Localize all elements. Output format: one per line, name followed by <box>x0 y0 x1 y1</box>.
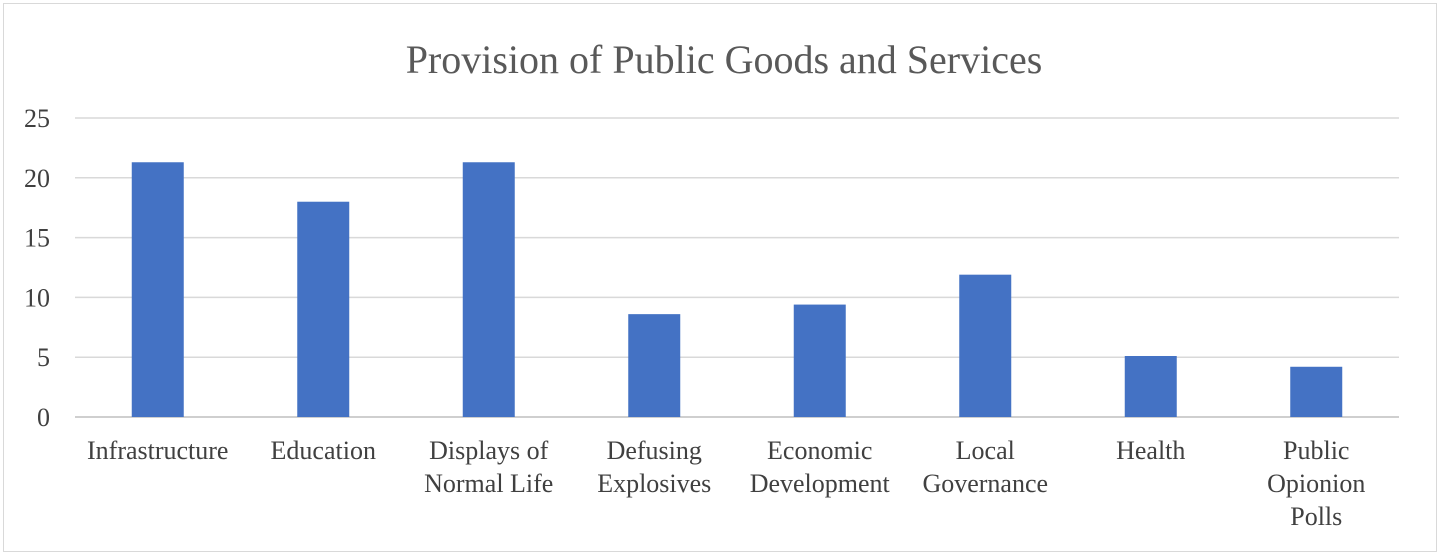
y-tick-label: 10 <box>24 283 50 312</box>
y-tick-label: 20 <box>24 164 50 193</box>
bar <box>462 162 515 417</box>
bar <box>1290 366 1343 417</box>
y-tick-label: 15 <box>24 224 50 253</box>
y-axis-tick-labels: 0 5 10 15 20 25 <box>24 104 50 432</box>
x-category-label: Economic Development <box>750 436 891 498</box>
bar <box>959 274 1012 417</box>
bar <box>628 314 681 417</box>
chart-title: Provision of Public Goods and Services <box>406 37 1043 82</box>
bar <box>793 304 846 417</box>
x-category-label: Defusing Explosives <box>597 436 711 498</box>
x-axis-category-labels: Infrastructure Education Displays of Normal… <box>87 436 1365 531</box>
x-category-label: Displays of Normal Life <box>424 436 553 498</box>
bars <box>131 162 1343 417</box>
x-category-label: Local Governance <box>922 436 1048 498</box>
bar <box>1124 356 1177 417</box>
x-category-label: Health <box>1116 436 1185 465</box>
chart-frame: Provision of Public Goods and Services 0… <box>3 3 1437 552</box>
bar <box>131 162 184 417</box>
x-category-label: Public Opionion Polls <box>1267 436 1365 531</box>
y-tick-label: 25 <box>24 104 50 133</box>
bar-chart: Provision of Public Goods and Services 0… <box>24 37 1399 531</box>
y-tick-label: 0 <box>37 403 50 432</box>
bar <box>297 201 350 417</box>
gridlines <box>75 117 1399 418</box>
x-category-label: Education <box>271 436 376 465</box>
x-category-label: Infrastructure <box>87 436 228 465</box>
y-tick-label: 5 <box>37 343 50 372</box>
